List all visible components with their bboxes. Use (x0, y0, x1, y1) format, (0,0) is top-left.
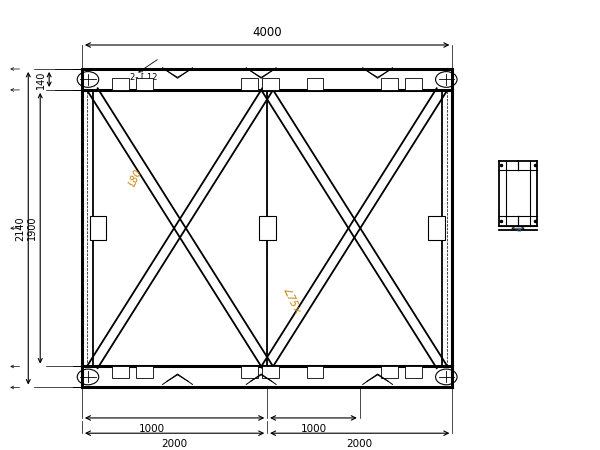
Bar (381, 78, 398, 90)
Bar (262, 78, 278, 90)
Bar (112, 366, 129, 378)
Bar (112, 78, 129, 90)
Text: 140: 140 (36, 70, 46, 89)
Text: 2000: 2000 (347, 439, 373, 449)
Text: 4000: 4000 (253, 27, 282, 39)
Text: a: a (517, 227, 521, 233)
Text: L80: L80 (127, 167, 144, 187)
Bar (136, 78, 153, 90)
Text: ∠75×: ∠75× (280, 286, 302, 316)
Bar (307, 366, 323, 378)
Text: 2140: 2140 (15, 216, 25, 240)
Bar (136, 366, 153, 378)
Text: 1000: 1000 (139, 423, 166, 434)
Bar (259, 216, 275, 240)
Bar (405, 78, 422, 90)
Text: 1900: 1900 (27, 216, 37, 240)
Text: 2000: 2000 (161, 439, 188, 449)
Bar (90, 216, 106, 240)
Bar (428, 216, 445, 240)
Bar (262, 366, 278, 378)
Bar (241, 78, 257, 90)
Bar (405, 366, 422, 378)
Bar (381, 366, 398, 378)
Bar (241, 366, 257, 378)
Bar (307, 78, 323, 90)
Text: 1000: 1000 (301, 423, 326, 434)
Text: 2- [ 12: 2- [ 12 (130, 72, 157, 81)
